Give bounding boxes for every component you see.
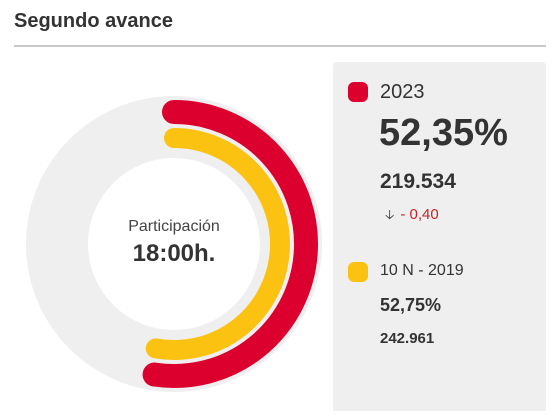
section-title: Segundo avance: [14, 10, 173, 32]
arc-2023: [142, 100, 319, 388]
legend-swatch-2023: [348, 82, 368, 102]
arrow-down-icon: 🡣: [385, 207, 395, 222]
year-current: 2023: [380, 81, 425, 103]
participation-donut-chart: [0, 60, 340, 411]
difference-value: - 0,40: [400, 206, 439, 223]
title-divider: [14, 45, 546, 47]
votes-previous: 242.961: [380, 330, 435, 347]
arc-2019: [145, 128, 290, 360]
legend-swatch-2019: [348, 262, 368, 282]
participation-label: Participación: [128, 218, 220, 235]
results-panel: 2023 52,35% 219.534 🡣 - 0,40 10 N - 2019 …: [333, 62, 546, 411]
percent-previous: 52,75%: [380, 295, 442, 315]
difference-indicator: 🡣 - 0,40: [385, 206, 439, 228]
percent-current: 52,35%: [379, 112, 508, 154]
year-previous: 10 N - 2019: [380, 262, 464, 279]
donut-inner: [88, 158, 260, 330]
participation-time: 18:00h.: [132, 240, 216, 267]
votes-current: 219.534: [380, 170, 456, 193]
